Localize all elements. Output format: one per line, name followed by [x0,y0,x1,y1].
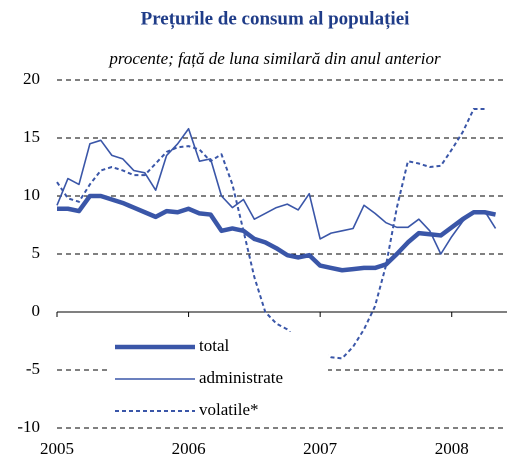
y-tick-label: 0 [32,301,41,320]
y-tick-label: 10 [23,185,40,204]
chart-subtitle: procente; față de luna similară din anul… [108,49,441,68]
legend-label: total [199,336,229,355]
legend-label: administrate [199,368,283,387]
chart-title: Prețurile de consum al populației [141,8,410,29]
series-line [57,193,497,273]
series-line [56,108,485,360]
series-line [56,127,497,255]
x-tick-label: 2007 [303,439,338,458]
y-tick-label: -10 [17,417,40,436]
x-tick-label: 2006 [172,439,206,458]
legend-label: volatile* [199,400,258,419]
y-tick-label: -5 [26,359,40,378]
y-tick-label: 5 [32,243,41,262]
x-tick-label: 2005 [40,439,74,458]
y-tick-label: 15 [23,127,40,146]
y-tick-label: 20 [23,69,40,88]
x-tick-label: 2008 [435,439,469,458]
